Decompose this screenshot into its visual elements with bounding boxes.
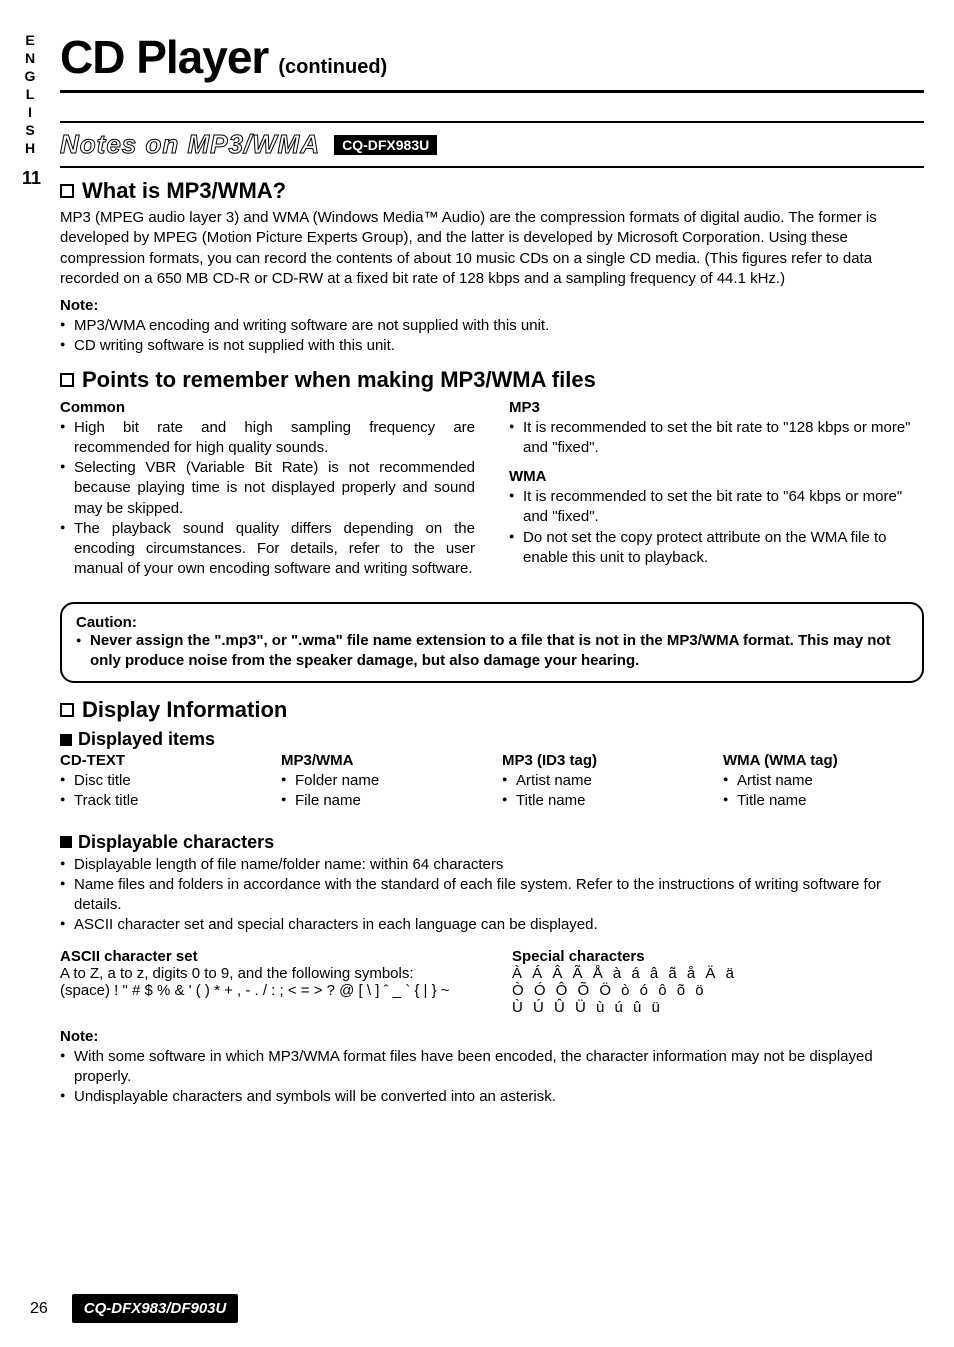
four-column: CD-TEXT Disc title Track title MP3/WMA F… [60, 752, 924, 822]
list-item: With some software in which MP3/WMA form… [60, 1047, 924, 1088]
subheading-displayable-chars: Displayable characters [60, 832, 924, 853]
page-subtitle: (continued) [278, 56, 387, 79]
list-item: Selecting VBR (Variable Bit Rate) is not… [60, 458, 475, 519]
note-list: With some software in which MP3/WMA form… [60, 1047, 924, 1108]
page-number: 26 [30, 1300, 48, 1318]
column-right: MP3 It is recommended to set the bit rat… [509, 397, 924, 590]
column-head: MP3/WMA [281, 752, 482, 769]
list-item: Disc title [60, 771, 261, 791]
footer: 26 CQ-DFX983/DF903U [30, 1294, 238, 1323]
page-index-tab: 11 [22, 168, 41, 189]
special-column: Special characters À Á Â Ã Å à á â ã å Ä… [512, 946, 924, 1016]
list-item: Do not set the copy protect attribute on… [509, 528, 924, 569]
caution-label: Caution: [76, 614, 908, 631]
two-column: Common High bit rate and high sampling f… [60, 397, 924, 590]
page: ENGLISH 11 CD Player (continued) Notes o… [0, 0, 954, 1347]
note-list: MP3/WMA encoding and writing software ar… [60, 316, 924, 357]
title-rule [60, 90, 924, 93]
checkbox-icon [60, 184, 74, 198]
heading-points: Points to remember when making MP3/WMA f… [60, 367, 924, 393]
subheading-text: Displayed items [78, 729, 215, 750]
column-list: Artist name Title name [723, 771, 924, 812]
model-badge: CQ-DFX983U [334, 135, 437, 155]
displayable-list: Displayable length of file name/folder n… [60, 855, 924, 936]
list-item: Title name [723, 791, 924, 811]
special-line: À Á Â Ã Å à á â ã å Ä ä [512, 965, 924, 982]
list-item: It is recommended to set the bit rate to… [509, 418, 924, 459]
column-head: CD-TEXT [60, 752, 261, 769]
list-item: CD writing software is not supplied with… [60, 336, 924, 356]
footer-model-badge: CQ-DFX983/DF903U [72, 1294, 239, 1323]
column-head: MP3 (ID3 tag) [502, 752, 703, 769]
list-item: Title name [502, 791, 703, 811]
ascii-line: A to Z, a to z, digits 0 to 9, and the f… [60, 965, 472, 982]
band-label: Notes on MP3/WMA [60, 129, 320, 160]
heading-text: Display Information [82, 697, 287, 723]
square-icon [60, 836, 72, 848]
language-tab: ENGLISH [22, 32, 38, 158]
section-band: Notes on MP3/WMA CQ-DFX983U [60, 121, 924, 168]
list-item: Track title [60, 791, 261, 811]
square-icon [60, 734, 72, 746]
checkbox-icon [60, 703, 74, 717]
body-paragraph: MP3 (MPEG audio layer 3) and WMA (Window… [60, 208, 924, 289]
heading-text: Points to remember when making MP3/WMA f… [82, 367, 596, 393]
list-item: The playback sound quality differs depen… [60, 519, 475, 580]
caution-text: Never assign the ".mp3", or ".wma" file … [76, 631, 908, 672]
col-mp3wma: MP3/WMA Folder name File name [281, 752, 482, 822]
list-item: Artist name [502, 771, 703, 791]
ascii-row: ASCII character set A to Z, a to z, digi… [60, 946, 924, 1016]
col-wmatag: WMA (WMA tag) Artist name Title name [723, 752, 924, 822]
page-title: CD Player [60, 30, 268, 84]
column-list: Folder name File name [281, 771, 482, 812]
column-list: Disc title Track title [60, 771, 261, 812]
subhead-mp3: MP3 [509, 399, 924, 416]
ascii-column: ASCII character set A to Z, a to z, digi… [60, 946, 472, 1016]
list-item: ASCII character set and special characte… [60, 915, 924, 935]
col-id3: MP3 (ID3 tag) Artist name Title name [502, 752, 703, 822]
subheading-text: Displayable characters [78, 832, 274, 853]
subheading-displayed-items: Displayed items [60, 729, 924, 750]
ascii-line: (space) ! " # $ % & ' ( ) * + , - . / : … [60, 982, 472, 999]
list-item: Name files and folders in accordance wit… [60, 875, 924, 916]
subhead-wma: WMA [509, 468, 924, 485]
subhead-common: Common [60, 399, 475, 416]
col-cdtext: CD-TEXT Disc title Track title [60, 752, 261, 822]
note-label: Note: [60, 1028, 924, 1045]
wma-list: It is recommended to set the bit rate to… [509, 487, 924, 568]
heading-what-is: What is MP3/WMA? [60, 178, 924, 204]
list-item: Displayable length of file name/folder n… [60, 855, 924, 875]
heading-display-info: Display Information [60, 697, 924, 723]
list-item: High bit rate and high sampling frequenc… [60, 418, 475, 459]
page-title-row: CD Player (continued) [60, 30, 924, 84]
column-list: Artist name Title name [502, 771, 703, 812]
special-line: Ù Ú Û Ü ù ú û ü [512, 999, 924, 1016]
list-item: Undisplayable characters and symbols wil… [60, 1087, 924, 1107]
column-left: Common High bit rate and high sampling f… [60, 397, 475, 590]
list-item: Artist name [723, 771, 924, 791]
list-item: Folder name [281, 771, 482, 791]
ascii-head: ASCII character set [60, 948, 472, 965]
mp3-list: It is recommended to set the bit rate to… [509, 418, 924, 459]
list-item: It is recommended to set the bit rate to… [509, 487, 924, 528]
heading-text: What is MP3/WMA? [82, 178, 286, 204]
checkbox-icon [60, 373, 74, 387]
caution-box: Caution: Never assign the ".mp3", or ".w… [60, 602, 924, 684]
special-head: Special characters [512, 948, 924, 965]
list-item: MP3/WMA encoding and writing software ar… [60, 316, 924, 336]
note-label: Note: [60, 297, 924, 314]
column-head: WMA (WMA tag) [723, 752, 924, 769]
special-line: Ò Ó Ô Õ Ö ò ó ô õ ö [512, 982, 924, 999]
list-item: File name [281, 791, 482, 811]
common-list: High bit rate and high sampling frequenc… [60, 418, 475, 580]
